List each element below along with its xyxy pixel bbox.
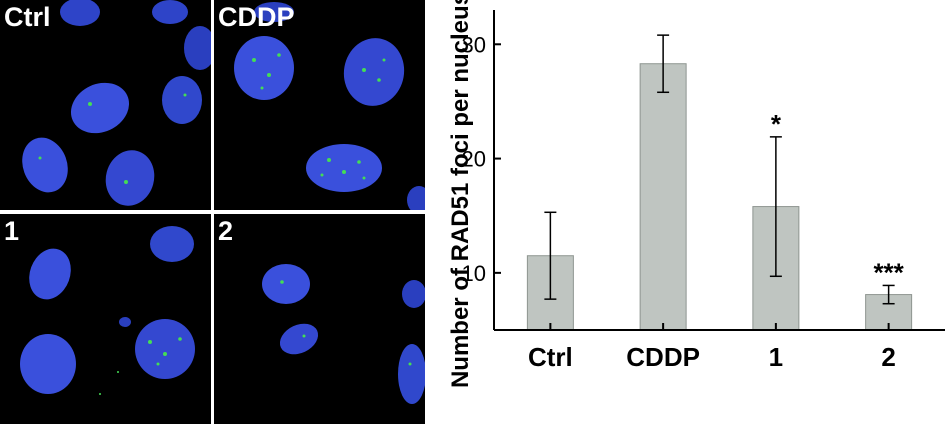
compound2-nuclei-image: [262, 264, 425, 404]
microscopy-panel-2: 2: [214, 214, 425, 424]
bar-chart: * *** 10 20 30 Ctrl CDDP 1 2 Number of RAD51 fo…: [440, 0, 951, 426]
x-tick-label-ctrl: Ctrl: [528, 342, 573, 372]
significance-2: ***: [873, 257, 904, 287]
ctrl-nuclei-image: [22, 0, 211, 206]
bars-layer: ****: [526, 34, 913, 331]
y-axis-label: Number of RAD51 foci per nucleus: [447, 0, 474, 388]
microscopy-panel-ctrl: Ctrl: [0, 0, 211, 210]
microscopy-panel-1: 1: [0, 214, 211, 424]
y-tick-label-20: 20: [462, 147, 486, 172]
significance-1: *: [771, 109, 782, 139]
panel-label-ctrl: Ctrl: [4, 2, 51, 32]
x-tick-label-2: 2: [881, 342, 895, 372]
compound1-nuclei-image: [20, 226, 195, 395]
y-tick-label-30: 30: [462, 32, 486, 57]
panel-label-cddp: CDDP: [218, 2, 295, 32]
panel-label-1: 1: [4, 216, 20, 246]
bar-cddp: [639, 63, 687, 331]
microscopy-panel-cddp: CDDP: [214, 0, 425, 210]
x-tick-label-cddp: CDDP: [626, 342, 700, 372]
microscopy-grid: Ctrl CDDP: [0, 0, 425, 426]
panel-label-2: 2: [218, 216, 234, 246]
cddp-nuclei-image: [234, 2, 425, 210]
y-tick-label-10: 10: [462, 261, 486, 286]
axis-layer: 10 20 30 Ctrl CDDP 1 2: [462, 10, 945, 372]
x-tick-label-1: 1: [769, 342, 783, 372]
